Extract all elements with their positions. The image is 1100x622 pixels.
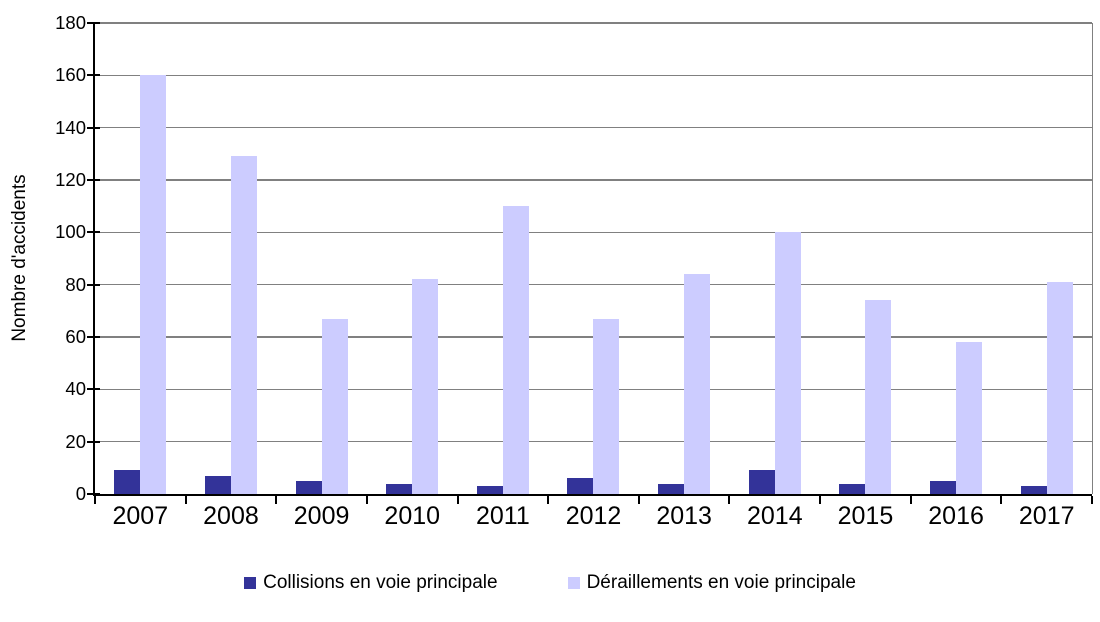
x-axis-category-label: 2014 xyxy=(746,502,803,530)
bar xyxy=(412,279,439,494)
bar xyxy=(1046,282,1073,494)
gridline-y-100 xyxy=(95,231,1092,234)
x-axis-category-label: 2013 xyxy=(656,502,712,530)
y-axis-tick xyxy=(87,22,100,24)
bar-group-2017 xyxy=(1001,23,1092,494)
x-axis-category-label: 2011 xyxy=(476,502,530,530)
bar-group-2013 xyxy=(639,23,730,494)
x-axis-category-label: 2015 xyxy=(837,502,894,530)
bar xyxy=(865,300,892,494)
gridline-y-160 xyxy=(95,74,1092,77)
legend-label: Déraillements en voie principale xyxy=(586,572,856,593)
bar-group-2008 xyxy=(186,23,277,494)
chart-legend: Collisions en voie principale Déraillemen… xyxy=(0,572,1100,594)
bar-group-2014 xyxy=(729,23,820,494)
y-axis-tick xyxy=(87,231,100,234)
bar-group-2010 xyxy=(367,23,458,494)
legend-item: Déraillements en voie principale xyxy=(567,572,856,594)
y-axis-tick xyxy=(87,493,100,495)
x-axis-tick xyxy=(1091,496,1093,504)
y-axis-line xyxy=(93,23,95,496)
bar xyxy=(748,470,775,494)
bar xyxy=(114,470,141,494)
bar-group-2012 xyxy=(548,23,639,494)
bar xyxy=(593,318,620,494)
bar xyxy=(930,480,957,494)
bar-group-2015 xyxy=(820,23,911,494)
plot-border-right xyxy=(1091,23,1093,494)
x-axis-tick xyxy=(728,496,731,504)
plot-area xyxy=(87,22,1093,504)
x-axis-category-label: 2007 xyxy=(112,502,169,530)
y-axis-tick-label: 180 xyxy=(55,12,86,33)
gridline-y-120 xyxy=(95,179,1092,181)
y-axis-tick xyxy=(87,126,100,129)
bar xyxy=(567,478,594,494)
bar xyxy=(295,480,322,494)
legend-swatch-icon xyxy=(567,577,580,589)
x-axis-line xyxy=(93,494,1092,496)
x-axis-tick xyxy=(365,496,368,504)
x-axis-tick xyxy=(275,496,278,504)
x-axis-category-labels: 2007 2008 2009 2010 2011 2012 2013 2014 2015 2016… xyxy=(95,503,1092,529)
bar xyxy=(386,483,413,494)
y-axis-tick-label: 40 xyxy=(65,378,86,400)
y-axis-tick xyxy=(87,283,100,286)
y-axis-tick xyxy=(87,179,100,182)
bar xyxy=(140,75,167,494)
y-axis-tick-label: 120 xyxy=(55,169,86,190)
y-axis-tick xyxy=(87,74,100,77)
bar-group-2016 xyxy=(911,23,1002,494)
y-axis-tick-label: 100 xyxy=(55,221,86,243)
x-axis-tick xyxy=(637,496,640,504)
y-axis-tick xyxy=(87,440,100,443)
gridline-y-140 xyxy=(95,126,1092,129)
legend-swatch-icon xyxy=(244,577,257,589)
x-axis-tick xyxy=(547,496,550,504)
y-axis-tick-label: 60 xyxy=(65,326,86,347)
y-axis-title: Nombre d'accidents xyxy=(9,174,30,342)
x-axis-category-label: 2008 xyxy=(203,502,259,530)
bar xyxy=(774,232,801,494)
bar xyxy=(230,156,257,494)
x-axis-tick xyxy=(184,496,187,504)
x-axis-category-label: 2009 xyxy=(293,502,350,530)
bar-group-2011 xyxy=(458,23,549,494)
bar xyxy=(204,475,231,494)
gridline-y-80 xyxy=(95,283,1092,286)
y-axis-tick xyxy=(87,336,100,339)
x-axis-category-label: 2010 xyxy=(384,502,441,530)
y-axis-tick-label: 160 xyxy=(55,64,86,86)
legend-item: Collisions en voie principale xyxy=(244,572,498,594)
x-axis-category-label: 2017 xyxy=(1018,502,1075,530)
y-axis-tick-label: 80 xyxy=(65,273,86,295)
bar xyxy=(684,274,711,494)
plot-border-top xyxy=(95,22,1092,24)
bar xyxy=(476,486,503,494)
x-axis-tick xyxy=(94,496,96,504)
bar xyxy=(839,483,866,494)
x-axis-tick xyxy=(909,496,912,504)
x-axis-category-label: 2012 xyxy=(565,502,622,530)
legend-label: Collisions en voie principale xyxy=(263,572,498,593)
y-axis-tick-label: 140 xyxy=(55,116,86,138)
y-axis-tick-label: 20 xyxy=(65,430,86,452)
y-axis-tick xyxy=(87,388,100,391)
x-axis-tick xyxy=(1000,496,1003,504)
bar xyxy=(502,206,529,494)
y-axis-tick-label: 0 xyxy=(75,483,86,504)
x-axis-tick xyxy=(456,496,459,504)
bar xyxy=(1020,486,1047,494)
bar-group-2009 xyxy=(276,23,367,494)
bar-group-2007 xyxy=(95,23,186,494)
bar xyxy=(658,483,685,494)
x-axis-tick xyxy=(819,496,822,504)
bar xyxy=(321,318,348,494)
bar xyxy=(956,342,983,494)
x-axis-category-label: 2016 xyxy=(928,502,984,530)
